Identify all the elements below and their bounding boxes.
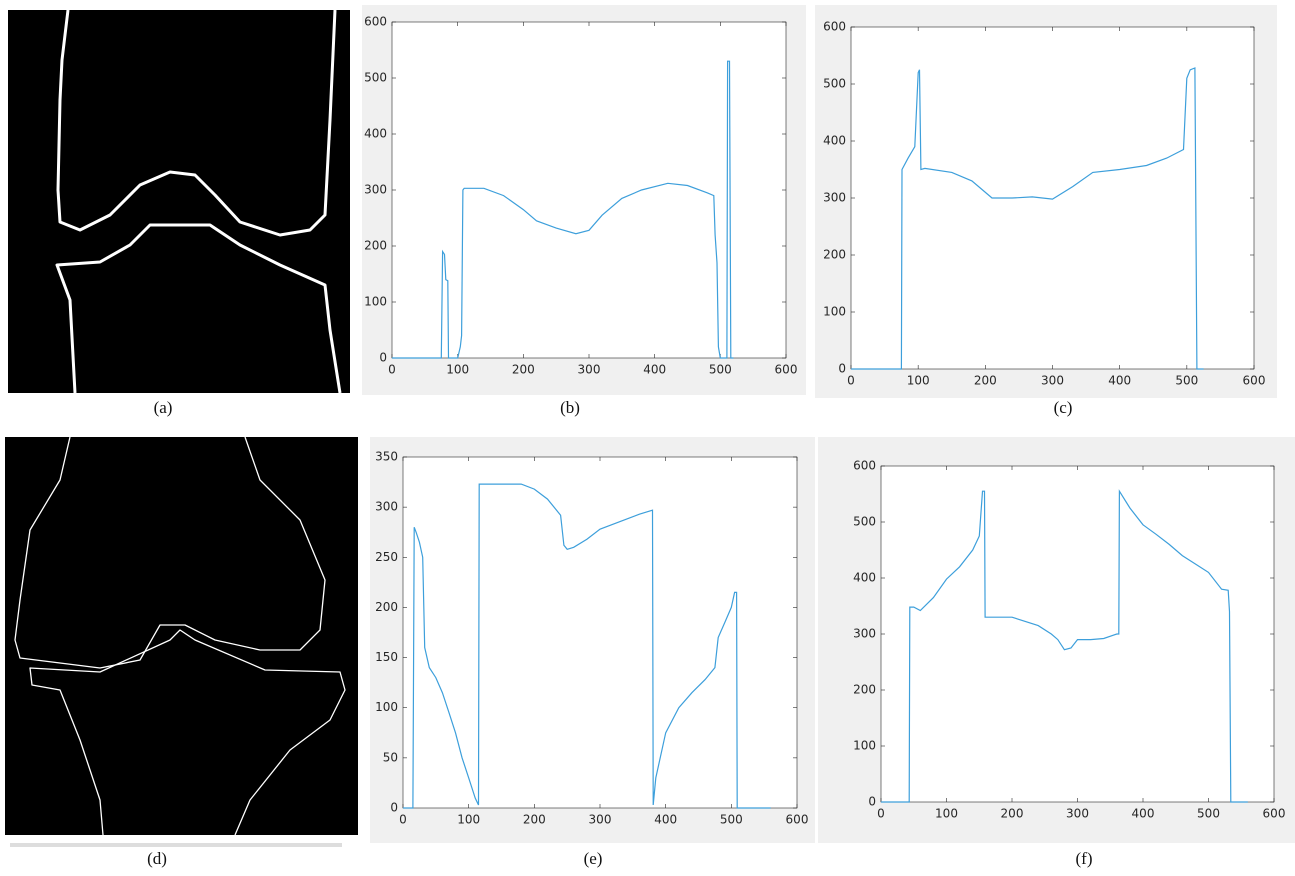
y-tick-label: 300 xyxy=(853,627,876,641)
x-tick-label: 100 xyxy=(446,363,469,377)
y-tick-label: 300 xyxy=(375,500,398,514)
edge-contour xyxy=(29,629,346,836)
y-tick-label: 400 xyxy=(823,134,846,148)
y-tick-label: 200 xyxy=(853,683,876,697)
y-tick-label: 400 xyxy=(364,127,387,141)
x-tick-label: 600 xyxy=(1243,374,1266,388)
x-tick-label: 300 xyxy=(578,363,601,377)
scroll-bar xyxy=(10,843,342,847)
caption: (a) xyxy=(154,398,173,417)
x-tick-label: 0 xyxy=(847,374,855,388)
x-tick-label: 200 xyxy=(512,363,535,377)
x-tick-label: 0 xyxy=(399,813,407,827)
x-tick-label: 600 xyxy=(775,363,798,377)
plot-area xyxy=(402,456,798,809)
image-background xyxy=(8,10,350,393)
y-tick-label: 500 xyxy=(364,71,387,85)
edge-contour xyxy=(56,9,337,237)
x-tick-label: 200 xyxy=(1001,807,1024,821)
y-tick-label: 200 xyxy=(364,239,387,253)
caption: (d) xyxy=(147,849,167,868)
x-tick-label: 400 xyxy=(1108,374,1131,388)
y-tick-label: 600 xyxy=(853,459,876,473)
x-tick-label: 600 xyxy=(786,813,809,827)
x-tick-label: 300 xyxy=(1041,374,1064,388)
y-tick-label: 300 xyxy=(823,191,846,205)
x-tick-label: 300 xyxy=(1066,807,1089,821)
data-line xyxy=(403,483,771,809)
y-tick-label: 0 xyxy=(379,351,387,365)
caption: (c) xyxy=(1054,398,1073,417)
plot-area xyxy=(880,465,1275,803)
x-tick-label: 0 xyxy=(877,807,885,821)
y-tick-label: 200 xyxy=(823,248,846,262)
y-tick-label: 250 xyxy=(375,550,398,564)
y-tick-label: 500 xyxy=(823,77,846,91)
y-tick-label: 100 xyxy=(375,700,398,714)
y-tick-label: 300 xyxy=(364,183,387,197)
image-background xyxy=(5,437,358,835)
x-tick-label: 100 xyxy=(935,807,958,821)
x-tick-label: 500 xyxy=(709,363,732,377)
y-tick-label: 0 xyxy=(838,362,846,376)
edge-contour xyxy=(14,436,326,669)
plot-area xyxy=(391,21,787,359)
x-tick-label: 100 xyxy=(457,813,480,827)
y-tick-label: 400 xyxy=(853,571,876,585)
data-line xyxy=(881,489,1248,803)
y-tick-label: 100 xyxy=(853,739,876,753)
y-tick-label: 200 xyxy=(375,600,398,614)
image-d xyxy=(5,436,358,847)
x-tick-label: 0 xyxy=(388,363,396,377)
data-line xyxy=(851,67,1204,370)
y-tick-label: 50 xyxy=(383,750,398,764)
y-tick-label: 100 xyxy=(364,295,387,309)
x-tick-label: 200 xyxy=(523,813,546,827)
x-tick-label: 300 xyxy=(589,813,612,827)
x-tick-label: 500 xyxy=(1175,374,1198,388)
y-tick-label: 350 xyxy=(375,450,398,464)
y-tick-label: 100 xyxy=(823,305,846,319)
y-tick-label: 0 xyxy=(868,795,876,809)
x-tick-label: 200 xyxy=(974,374,997,388)
edge-contour xyxy=(55,223,342,394)
x-tick-label: 500 xyxy=(1197,807,1220,821)
x-tick-label: 600 xyxy=(1263,807,1286,821)
caption: (b) xyxy=(560,398,580,417)
y-tick-label: 150 xyxy=(375,650,398,664)
x-tick-label: 100 xyxy=(907,374,930,388)
caption: (e) xyxy=(584,849,603,868)
x-tick-label: 400 xyxy=(654,813,677,827)
caption: (f) xyxy=(1076,849,1093,868)
y-tick-label: 0 xyxy=(390,801,398,815)
x-tick-label: 500 xyxy=(720,813,743,827)
x-tick-label: 400 xyxy=(1132,807,1155,821)
y-tick-label: 500 xyxy=(853,515,876,529)
x-tick-label: 400 xyxy=(643,363,666,377)
y-tick-label: 600 xyxy=(364,15,387,29)
data-line xyxy=(392,60,734,359)
y-tick-label: 600 xyxy=(823,20,846,34)
plot-area xyxy=(850,26,1255,370)
image-a xyxy=(8,9,350,394)
